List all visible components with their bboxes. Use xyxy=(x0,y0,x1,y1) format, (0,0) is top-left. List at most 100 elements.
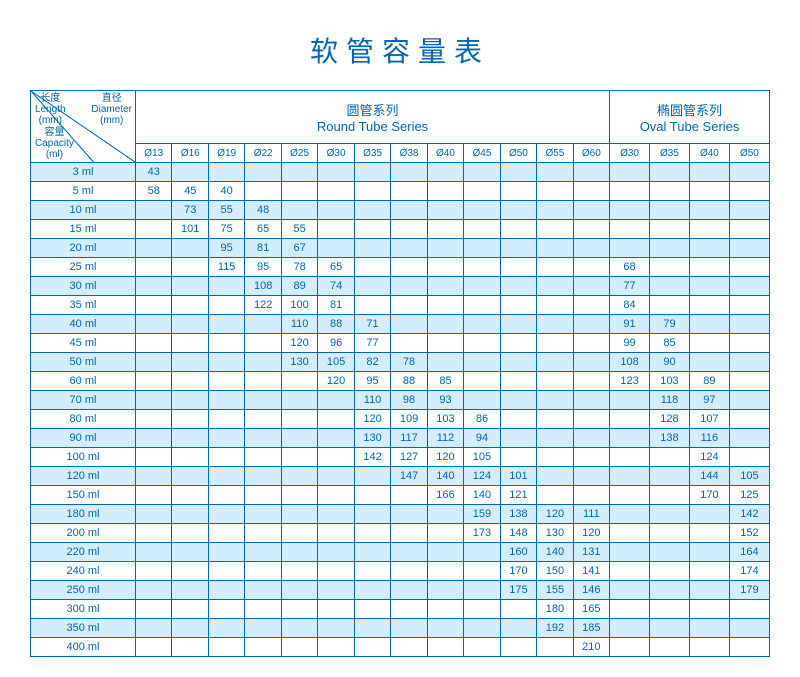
data-cell xyxy=(172,258,208,277)
data-cell: 117 xyxy=(391,429,427,448)
diameter-col-header: Ø40 xyxy=(427,144,463,163)
data-cell xyxy=(136,562,172,581)
data-cell: 89 xyxy=(281,277,317,296)
data-cell xyxy=(689,353,729,372)
diameter-col-header: Ø55 xyxy=(537,144,573,163)
data-cell xyxy=(281,486,317,505)
data-cell xyxy=(245,182,281,201)
data-cell: 120 xyxy=(318,372,354,391)
data-cell xyxy=(689,201,729,220)
data-cell xyxy=(391,296,427,315)
data-cell xyxy=(573,220,609,239)
data-cell xyxy=(729,239,769,258)
data-cell xyxy=(391,182,427,201)
data-cell xyxy=(729,600,769,619)
data-cell xyxy=(610,201,650,220)
data-cell: 130 xyxy=(281,353,317,372)
data-cell: 138 xyxy=(650,429,690,448)
data-cell xyxy=(729,448,769,467)
data-cell xyxy=(245,391,281,410)
data-cell: 138 xyxy=(500,505,536,524)
data-cell xyxy=(354,182,390,201)
data-cell xyxy=(650,448,690,467)
data-cell xyxy=(610,619,650,638)
data-cell xyxy=(537,334,573,353)
data-cell: 127 xyxy=(391,448,427,467)
data-cell: 95 xyxy=(245,258,281,277)
data-cell xyxy=(573,239,609,258)
data-cell: 94 xyxy=(464,429,500,448)
row-label: 45 ml xyxy=(31,334,136,353)
table-row: 15 ml101756555 xyxy=(31,220,770,239)
data-cell xyxy=(136,410,172,429)
data-cell: 55 xyxy=(208,201,244,220)
data-cell xyxy=(537,410,573,429)
data-cell xyxy=(172,296,208,315)
data-cell xyxy=(689,258,729,277)
data-cell: 109 xyxy=(391,410,427,429)
data-cell: 170 xyxy=(500,562,536,581)
data-cell xyxy=(391,638,427,657)
data-cell xyxy=(427,220,463,239)
diameter-col-header: Ø16 xyxy=(172,144,208,163)
data-cell xyxy=(318,619,354,638)
data-cell xyxy=(573,182,609,201)
data-cell xyxy=(172,562,208,581)
data-cell xyxy=(427,619,463,638)
diameter-col-header: Ø30 xyxy=(318,144,354,163)
data-cell: 116 xyxy=(689,429,729,448)
data-cell xyxy=(650,543,690,562)
data-cell xyxy=(354,258,390,277)
data-cell xyxy=(537,372,573,391)
data-cell xyxy=(610,410,650,429)
data-cell: 98 xyxy=(391,391,427,410)
data-cell xyxy=(281,391,317,410)
data-cell xyxy=(391,334,427,353)
row-label: 5 ml xyxy=(31,182,136,201)
data-cell xyxy=(136,334,172,353)
data-cell xyxy=(689,619,729,638)
data-cell xyxy=(537,163,573,182)
table-row: 240 ml170150141174 xyxy=(31,562,770,581)
data-cell: 164 xyxy=(729,543,769,562)
data-cell xyxy=(689,524,729,543)
data-cell: 67 xyxy=(281,239,317,258)
data-cell xyxy=(464,315,500,334)
data-cell xyxy=(208,600,244,619)
data-cell: 142 xyxy=(729,505,769,524)
data-cell xyxy=(573,334,609,353)
data-cell xyxy=(136,600,172,619)
data-cell: 140 xyxy=(537,543,573,562)
data-cell xyxy=(500,638,536,657)
data-cell: 79 xyxy=(650,315,690,334)
data-cell: 122 xyxy=(245,296,281,315)
data-cell xyxy=(537,353,573,372)
data-cell xyxy=(689,220,729,239)
data-cell xyxy=(650,163,690,182)
data-cell xyxy=(208,619,244,638)
data-cell xyxy=(208,467,244,486)
data-cell xyxy=(318,524,354,543)
row-label: 240 ml xyxy=(31,562,136,581)
data-cell xyxy=(610,600,650,619)
data-cell xyxy=(464,619,500,638)
data-cell xyxy=(391,505,427,524)
data-cell xyxy=(136,239,172,258)
data-cell: 89 xyxy=(689,372,729,391)
data-cell: 73 xyxy=(172,201,208,220)
data-cell xyxy=(136,277,172,296)
data-cell xyxy=(245,600,281,619)
data-cell xyxy=(245,353,281,372)
data-cell xyxy=(136,581,172,600)
data-cell xyxy=(573,296,609,315)
data-cell xyxy=(610,486,650,505)
data-cell: 123 xyxy=(610,372,650,391)
data-cell xyxy=(464,562,500,581)
data-cell xyxy=(610,505,650,524)
row-label: 400 ml xyxy=(31,638,136,657)
table-row: 220 ml160140131164 xyxy=(31,543,770,562)
data-cell xyxy=(729,638,769,657)
data-cell xyxy=(172,543,208,562)
data-cell xyxy=(208,353,244,372)
data-cell xyxy=(245,638,281,657)
